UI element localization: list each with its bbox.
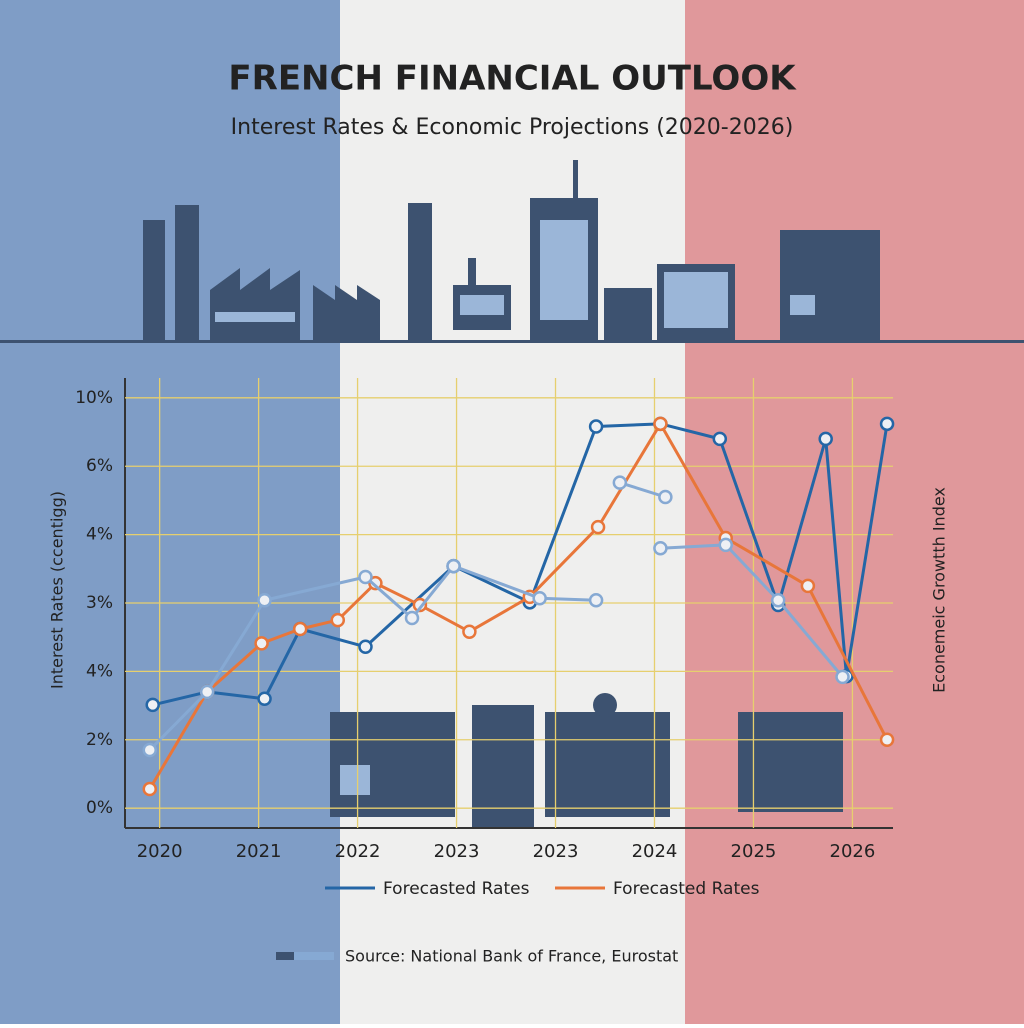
- source-note: Source: National Bank of France, Eurosta…: [345, 947, 678, 966]
- data-point: [446, 558, 461, 574]
- data-point: [800, 578, 816, 594]
- y-tick-label: 0%: [86, 798, 113, 818]
- data-point: [653, 416, 668, 432]
- data-point: [835, 669, 850, 685]
- legend-label: Forecasted Rates: [383, 879, 530, 899]
- flag-red: [685, 0, 1024, 1024]
- y-tick-label: 10%: [75, 388, 113, 408]
- x-tick-label: 2020: [137, 841, 183, 862]
- y-tick-label: 2%: [86, 730, 113, 750]
- x-tick-label: 2023: [533, 841, 579, 862]
- data-point: [590, 519, 606, 535]
- skyline: [0, 160, 1024, 827]
- data-point: [142, 742, 157, 758]
- flag-blue: [0, 0, 340, 1024]
- data-point: [254, 636, 269, 651]
- data-point: [142, 781, 157, 797]
- data-point: [653, 541, 668, 556]
- source-swatch: [294, 952, 334, 960]
- data-point: [368, 575, 383, 591]
- source-swatch: [276, 952, 294, 960]
- data-point: [718, 537, 733, 553]
- data-point: [257, 593, 272, 608]
- data-point: [358, 569, 373, 585]
- x-tick-label: 2023: [434, 841, 480, 862]
- data-point: [462, 624, 477, 639]
- data-point: [199, 684, 215, 700]
- y-tick-label: 4%: [86, 525, 113, 545]
- y-tick-label: 6%: [86, 456, 113, 476]
- x-tick-label: 2022: [335, 841, 381, 862]
- chart-subtitle: Interest Rates & Economic Projections (2…: [231, 115, 794, 140]
- data-point: [770, 593, 786, 608]
- series-line: [148, 481, 844, 752]
- flag-white: [340, 0, 685, 1024]
- series-line: [152, 422, 889, 707]
- x-tick-label: 2026: [830, 841, 876, 862]
- y-tick-label: 4%: [86, 661, 113, 681]
- data-point: [358, 639, 373, 655]
- x-tick-label: 2024: [632, 841, 678, 862]
- x-tick-label: 2025: [731, 841, 777, 862]
- data-point: [588, 419, 604, 434]
- y-axis-label: Interest Rates (ccentigg): [48, 491, 67, 689]
- chart-title: FRENCH FINANCIAL OUTLOOK: [228, 59, 797, 99]
- data-point: [145, 697, 160, 713]
- data-point: [612, 475, 628, 490]
- data-point: [330, 612, 346, 628]
- y-tick-label: 3%: [86, 593, 113, 613]
- data-point: [292, 621, 308, 637]
- data-point: [404, 610, 420, 626]
- data-point: [588, 593, 604, 608]
- data-point: [257, 691, 272, 706]
- data-point: [712, 431, 728, 447]
- data-point: [879, 416, 895, 432]
- data-point: [532, 590, 547, 606]
- data-point: [879, 732, 895, 748]
- y2-axis-label: Econemeic Growtth Index: [930, 487, 949, 693]
- data-point: [658, 489, 673, 505]
- x-tick-label: 2021: [236, 841, 282, 862]
- legend-label: Forecasted Rates: [613, 879, 760, 899]
- data-point: [818, 431, 833, 447]
